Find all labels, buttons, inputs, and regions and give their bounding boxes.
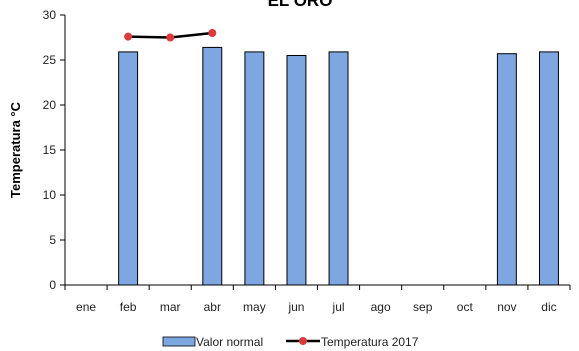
legend-label-valor-normal: Valor normal <box>196 335 263 349</box>
x-tick-label-may: may <box>243 300 266 314</box>
y-axis-title: Temperatura °C <box>8 101 23 198</box>
x-tick-label-abr: abr <box>204 300 221 314</box>
chart-title: EL ORO <box>268 0 333 10</box>
y-tick-label: 15 <box>43 143 57 157</box>
x-tick-label-feb: feb <box>120 300 137 314</box>
legend-line-marker <box>299 337 307 345</box>
x-tick-label-ago: ago <box>371 300 391 314</box>
x-tick-label-oct: oct <box>457 300 474 314</box>
x-tick-label-jul: jul <box>332 300 345 314</box>
y-tick-label: 30 <box>43 8 57 22</box>
y-tick-label: 0 <box>49 278 56 292</box>
legend-label-temperatura-2017: Temperatura 2017 <box>321 335 419 349</box>
bar-abr <box>202 46 223 286</box>
y-tick-label: 10 <box>43 188 57 202</box>
axes <box>64 15 571 290</box>
bar-may <box>244 51 265 286</box>
bar-feb <box>118 51 139 286</box>
x-axis-labels: ene feb mar abr may jun jul ago sep oct nov dic <box>76 300 557 314</box>
x-tick-label-nov: nov <box>497 300 516 314</box>
bar-dic <box>538 51 559 286</box>
x-tick-label-dic: dic <box>541 300 556 314</box>
bar-jul <box>328 51 349 286</box>
x-tick-label-mar: mar <box>160 300 181 314</box>
x-tick-label-ene: ene <box>76 300 96 314</box>
x-tick-label-jun: jun <box>287 300 304 314</box>
y-tick-label: 5 <box>49 233 56 247</box>
line-series <box>124 29 217 42</box>
bar-nov <box>496 53 517 286</box>
x-tick-label-sep: sep <box>413 300 433 314</box>
point-abr <box>208 29 217 37</box>
y-tick-label: 20 <box>43 98 57 112</box>
point-feb <box>124 32 133 41</box>
y-axis-ticks: 0 5 10 15 20 25 30 <box>43 8 65 292</box>
legend-bar-swatch <box>162 336 196 347</box>
bar-series <box>118 46 559 286</box>
point-mar <box>166 33 175 42</box>
legend: Valor normal Temperatura 2017 <box>162 335 419 349</box>
bar-jun <box>286 55 307 286</box>
y-tick-label: 25 <box>43 53 57 67</box>
